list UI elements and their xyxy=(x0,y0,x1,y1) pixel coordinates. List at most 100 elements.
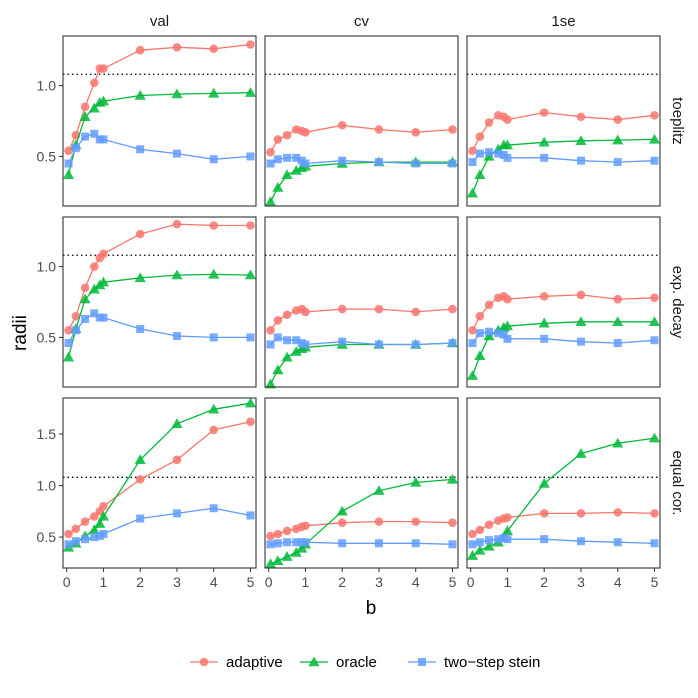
x-tick-label: 0 xyxy=(63,574,71,590)
data-point-two-step-stein xyxy=(292,153,301,162)
data-point-adaptive xyxy=(539,108,549,117)
data-point-two-step-stein xyxy=(613,538,622,547)
data-point-two-step-stein xyxy=(273,333,282,342)
data-point-two-step-stein xyxy=(540,153,549,162)
data-point-two-step-stein xyxy=(475,538,484,547)
y-tick-label: 0.5 xyxy=(37,148,57,164)
data-point-adaptive xyxy=(650,509,659,518)
data-point-adaptive xyxy=(135,475,145,484)
data-point-oracle xyxy=(62,169,75,180)
data-point-two-step-stein xyxy=(246,152,255,161)
y-tick-label: 1.0 xyxy=(37,259,57,275)
panel-toeplitz-val: 0.5 1.0 xyxy=(37,35,257,207)
data-point-oracle xyxy=(612,316,624,327)
data-point-oracle xyxy=(94,518,106,528)
series-adaptive xyxy=(266,304,457,335)
panel-border xyxy=(264,35,459,207)
panel-border xyxy=(264,216,459,388)
panel-equal-cor-1se: 0 1 2 3 4 5 xyxy=(466,397,661,590)
data-point-oracle xyxy=(373,485,385,495)
data-point-two-step-stein xyxy=(99,313,108,322)
data-point-oracle xyxy=(575,135,587,146)
data-point-two-step-stein xyxy=(209,504,218,513)
data-point-adaptive xyxy=(99,64,108,73)
legend-item-oracle: oracle xyxy=(300,654,377,671)
data-point-oracle xyxy=(538,317,550,328)
data-point-two-step-stein xyxy=(411,340,420,349)
data-point-adaptive xyxy=(172,455,182,465)
data-point-two-step-stein xyxy=(292,538,301,547)
data-point-two-step-stein xyxy=(81,315,90,323)
data-point-adaptive xyxy=(89,512,99,521)
data-point-oracle xyxy=(171,269,183,280)
data-point-oracle xyxy=(612,134,624,145)
data-point-adaptive xyxy=(80,283,90,293)
series-adaptive xyxy=(64,417,255,539)
data-point-two-step-stein xyxy=(411,159,420,168)
y-tick-label: 1.0 xyxy=(37,478,57,494)
data-point-adaptive xyxy=(411,128,421,137)
data-point-two-step-stein xyxy=(209,333,218,342)
legend-item-adaptive: adaptive xyxy=(190,654,283,671)
data-point-two-step-stein xyxy=(71,326,80,335)
data-point-two-step-stein xyxy=(494,149,503,158)
panel-equal-cor-val: 0.5 1.0 1.5 0 1 2 3 4 5 xyxy=(37,397,257,590)
series-two-step-stein xyxy=(266,538,457,549)
series-two-step-stein xyxy=(64,129,255,168)
series-adaptive xyxy=(468,108,659,156)
data-point-oracle xyxy=(281,551,293,561)
series-adaptive xyxy=(266,120,457,157)
data-point-two-step-stein xyxy=(246,511,255,520)
data-point-two-step-stein xyxy=(613,158,622,167)
column-strip-cv: cv xyxy=(354,13,370,30)
data-point-oracle xyxy=(501,320,514,331)
data-point-oracle xyxy=(466,370,479,380)
data-point-adaptive xyxy=(503,513,512,522)
data-point-adaptive xyxy=(337,518,347,527)
data-point-oracle xyxy=(264,196,277,206)
y-tick-label: 0.5 xyxy=(37,529,57,545)
y-axis-title: radii xyxy=(10,315,31,351)
data-point-oracle xyxy=(134,89,146,100)
data-point-adaptive xyxy=(172,219,182,229)
data-point-adaptive xyxy=(301,128,310,137)
panel-border xyxy=(466,216,661,388)
data-point-adaptive xyxy=(468,326,477,335)
panel-exp-decay-cv xyxy=(264,216,459,389)
data-point-two-step-stein xyxy=(338,539,347,548)
y-tick-label: 1.5 xyxy=(37,426,57,442)
series-adaptive xyxy=(266,517,457,541)
x-tick-label: 2 xyxy=(136,574,144,590)
data-point-two-step-stein xyxy=(273,155,282,164)
data-point-oracle xyxy=(244,269,257,280)
data-point-oracle xyxy=(648,316,661,327)
data-point-two-step-stein xyxy=(494,329,503,338)
legend-circle-icon xyxy=(199,657,209,667)
data-point-adaptive xyxy=(273,135,283,144)
series-two-step-stein xyxy=(64,309,255,348)
data-point-oracle xyxy=(281,169,293,180)
data-point-oracle xyxy=(134,454,146,465)
data-point-oracle xyxy=(244,397,257,408)
data-point-adaptive xyxy=(209,425,219,435)
data-point-oracle xyxy=(483,540,495,551)
data-point-two-step-stein xyxy=(411,539,420,548)
data-point-two-step-stein xyxy=(499,330,508,339)
x-tick-label: 2 xyxy=(540,574,548,590)
data-point-oracle xyxy=(134,272,146,283)
x-tick-label: 5 xyxy=(247,574,255,590)
panel-border xyxy=(264,397,459,569)
data-point-oracle xyxy=(575,316,587,327)
series-oracle xyxy=(466,316,661,380)
data-point-two-step-stein xyxy=(374,340,383,349)
data-point-adaptive xyxy=(650,293,659,303)
series-adaptive xyxy=(468,508,659,539)
panel-equal-cor-cv: 0 1 2 3 4 5 xyxy=(264,397,459,590)
y-tick-label: 0.5 xyxy=(37,329,57,345)
data-point-two-step-stein xyxy=(650,156,659,165)
data-point-two-step-stein xyxy=(64,540,73,549)
data-point-two-step-stein xyxy=(468,339,477,348)
data-point-oracle xyxy=(466,550,479,560)
data-point-two-step-stein xyxy=(266,540,275,549)
data-point-two-step-stein xyxy=(71,143,80,152)
